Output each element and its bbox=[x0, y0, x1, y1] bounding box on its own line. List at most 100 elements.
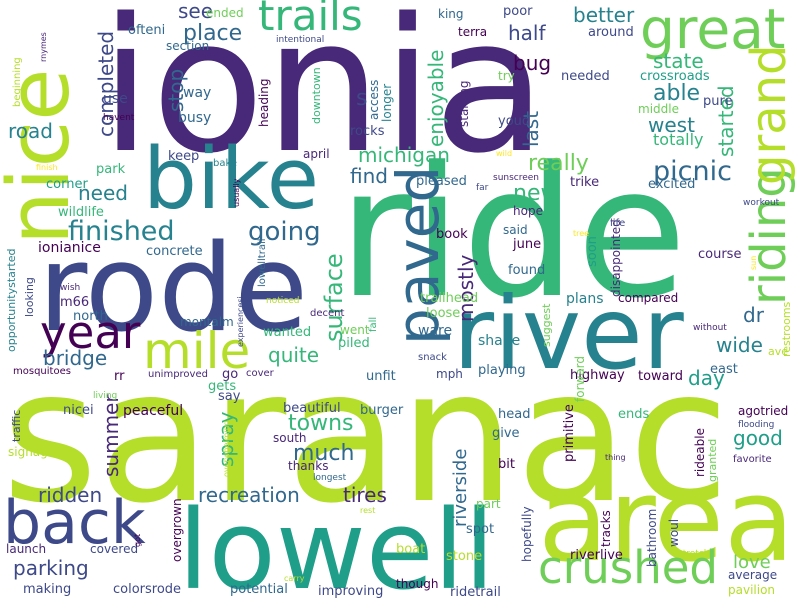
word: going bbox=[248, 217, 321, 247]
word: stop bbox=[164, 69, 188, 112]
word: king bbox=[438, 7, 464, 21]
word: stone bbox=[446, 549, 482, 564]
word: state bbox=[653, 49, 704, 73]
word: lowelltrail bbox=[257, 238, 268, 287]
word: access bbox=[367, 80, 381, 120]
word: youd bbox=[498, 114, 530, 129]
word: summer bbox=[99, 394, 123, 477]
word: able bbox=[653, 81, 700, 106]
word: bug bbox=[513, 51, 551, 75]
word: totally bbox=[653, 130, 704, 149]
word: good bbox=[733, 426, 783, 450]
word: went bbox=[340, 323, 370, 337]
word: downtown bbox=[310, 67, 323, 124]
word: found bbox=[508, 263, 545, 278]
word: ave bbox=[768, 345, 788, 358]
word: sun bbox=[749, 256, 758, 270]
word: snack bbox=[418, 352, 447, 363]
word: restrooms bbox=[780, 301, 793, 357]
word: day bbox=[688, 366, 725, 390]
word: north bbox=[73, 309, 108, 324]
word: june bbox=[512, 237, 541, 252]
word: thing bbox=[605, 453, 626, 462]
word: experiencesi bbox=[236, 296, 245, 347]
word: thanks bbox=[288, 459, 328, 473]
word: m66 bbox=[60, 295, 89, 310]
word: need bbox=[78, 181, 128, 205]
word: finished bbox=[68, 216, 175, 247]
word: park bbox=[96, 162, 126, 177]
word: said bbox=[503, 223, 528, 237]
word: life bbox=[610, 218, 625, 229]
word: tires bbox=[343, 483, 387, 507]
word: try bbox=[498, 69, 515, 83]
word: starting bbox=[457, 80, 471, 127]
word: ride bbox=[338, 129, 687, 338]
word: launch bbox=[6, 542, 46, 556]
word: half bbox=[508, 21, 546, 45]
word: riverlive bbox=[570, 548, 623, 563]
word: intentional bbox=[276, 35, 324, 45]
word: colorsrode bbox=[113, 582, 181, 597]
word: plans bbox=[566, 291, 604, 307]
word: spot bbox=[466, 522, 494, 537]
word: see bbox=[178, 0, 213, 23]
word: playing bbox=[478, 363, 526, 378]
word: fall bbox=[368, 317, 379, 332]
word: ionianice bbox=[38, 240, 101, 256]
word: surface bbox=[320, 253, 348, 342]
word: road bbox=[8, 119, 53, 143]
word: stretch bbox=[678, 549, 709, 559]
word: longest bbox=[313, 473, 347, 483]
word: ridden bbox=[38, 483, 102, 507]
word: busy bbox=[178, 110, 211, 126]
word: finish bbox=[36, 163, 58, 172]
word: flooding bbox=[738, 420, 774, 430]
word: way bbox=[183, 85, 211, 101]
word: primitive bbox=[562, 404, 577, 462]
word: suggest bbox=[540, 303, 553, 347]
word: enjoyable bbox=[424, 50, 448, 147]
word: woul bbox=[667, 519, 681, 547]
word: parking bbox=[13, 556, 89, 580]
word: needed bbox=[561, 69, 610, 84]
word: hopefully bbox=[520, 506, 534, 562]
word: hope bbox=[513, 204, 543, 218]
word: covered bbox=[90, 542, 138, 556]
word: carry bbox=[284, 574, 305, 583]
word: boat bbox=[396, 542, 425, 557]
word: bridge bbox=[43, 346, 107, 370]
word: mile bbox=[143, 322, 250, 380]
word: bake bbox=[213, 158, 237, 169]
word: middle bbox=[638, 102, 679, 116]
word: quite bbox=[268, 343, 319, 367]
word: last bbox=[519, 111, 543, 147]
word: terra bbox=[458, 25, 487, 39]
word: without bbox=[693, 323, 727, 333]
word: havent bbox=[103, 113, 135, 123]
word: head bbox=[498, 407, 530, 422]
word: area bbox=[538, 454, 794, 588]
word: book bbox=[436, 227, 468, 242]
word: keep bbox=[168, 149, 199, 164]
word: east bbox=[710, 362, 738, 377]
word: opportunitystarted bbox=[5, 249, 18, 352]
word: improving bbox=[318, 584, 383, 599]
word: michigan bbox=[358, 143, 450, 167]
word: wish bbox=[60, 283, 80, 293]
word: riverside bbox=[450, 449, 471, 527]
word: mosquitoes bbox=[13, 366, 71, 377]
word: love bbox=[733, 552, 771, 573]
word: find bbox=[350, 164, 388, 188]
word: noticed bbox=[266, 296, 299, 306]
word: wild bbox=[496, 149, 512, 158]
word: bit bbox=[498, 457, 515, 472]
word: highway bbox=[570, 368, 625, 383]
word: part bbox=[476, 497, 501, 511]
word: river bbox=[453, 275, 685, 392]
word: ridetrail bbox=[450, 585, 501, 600]
word: sunscreen bbox=[493, 173, 539, 183]
word: making bbox=[23, 582, 71, 597]
